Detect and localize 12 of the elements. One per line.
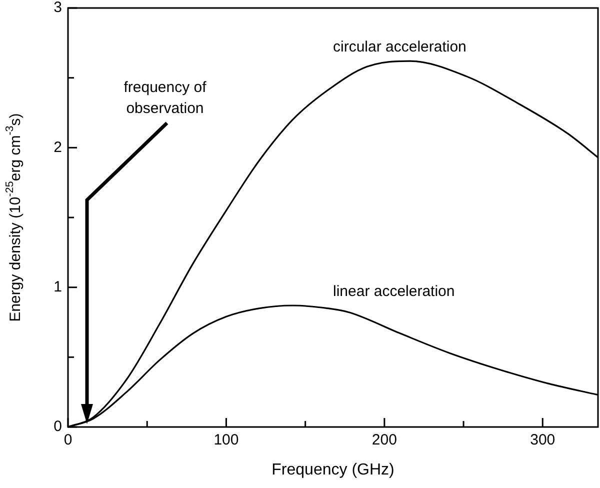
- x-tick-label: 100: [214, 432, 239, 449]
- x-axis-title: Frequency (GHz): [272, 461, 394, 478]
- x-tick-label: 300: [530, 432, 556, 449]
- y-tick-label: 0: [54, 418, 62, 436]
- series-label: circular acceleration: [333, 38, 466, 56]
- y-tick-label: 2: [54, 138, 62, 156]
- y-axis-title: Energy density (10-25erg cm-3s): [4, 113, 24, 322]
- y-tick-label: 3: [54, 0, 62, 16]
- series-label: linear acceleration: [333, 283, 455, 300]
- y-tick-label: 1: [54, 278, 62, 296]
- x-tick-label: 200: [372, 432, 397, 449]
- annotation: frequency of observation: [124, 79, 208, 118]
